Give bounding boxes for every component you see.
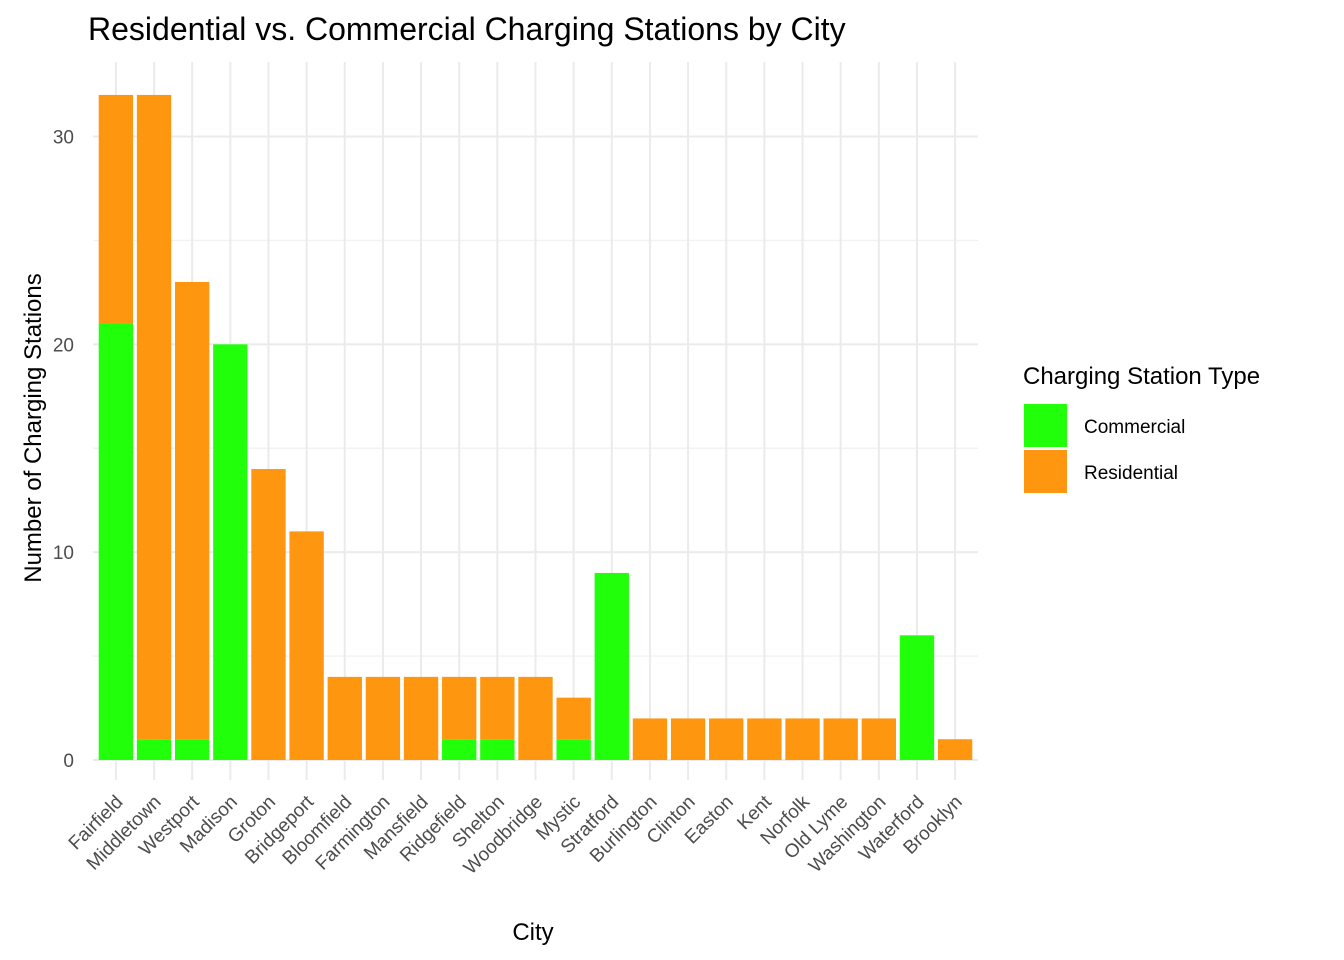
bar-commercial-waterford [899, 635, 935, 760]
bar-residential-bridgeport [289, 531, 324, 760]
bar-commercial-shelton [480, 739, 515, 760]
legend-key-residential [1024, 450, 1067, 493]
bar-residential-norfolk [785, 718, 820, 760]
bar-residential-shelton [480, 676, 515, 740]
chart-legend: Charging Station Type Commercial Resident… [1023, 363, 1260, 493]
x-axis-title: City [512, 919, 553, 946]
bar-residential-mansfield [403, 676, 439, 760]
bar-commercial-ridgefield [442, 739, 477, 760]
bar-commercial-mystic [556, 739, 591, 760]
y-tick-label: 10 [53, 543, 74, 564]
bar-residential-fairfield [98, 94, 134, 324]
bar-residential-woodbridge [518, 676, 553, 760]
bar-residential-washington [861, 718, 896, 760]
bar-residential-middletown [136, 94, 172, 740]
bar-residential-old-lyme [823, 718, 858, 760]
bar-residential-kent [747, 718, 782, 760]
bar-residential-brooklyn [937, 739, 973, 760]
legend-label-commercial: Commercial [1084, 417, 1185, 438]
bar-residential-westport [175, 281, 210, 740]
bar-residential-farmington [365, 676, 401, 760]
chart-bars [98, 94, 973, 760]
bar-commercial-madison [213, 344, 248, 760]
bar-residential-bloomfield [327, 676, 362, 760]
bar-commercial-middletown [136, 739, 172, 760]
bar-residential-burlington [632, 718, 668, 760]
bar-residential-ridgefield [442, 676, 477, 740]
y-axis-title: Number of Charging Stations [20, 273, 47, 583]
legend-key-commercial [1024, 404, 1067, 447]
bar-commercial-westport [175, 739, 210, 760]
bar-residential-mystic [556, 697, 591, 740]
bar-residential-easton [709, 718, 744, 760]
bar-commercial-stratford [594, 572, 629, 760]
y-tick-label: 20 [53, 335, 74, 356]
y-tick-label: 0 [63, 751, 74, 772]
chart-title: Residential vs. Commercial Charging Stat… [88, 11, 846, 47]
bar-commercial-fairfield [98, 323, 134, 760]
bar-residential-groton [251, 469, 286, 760]
legend-label-residential: Residential [1084, 463, 1178, 484]
x-axis-ticks: FairfieldMiddletownWestportMadisonGroton… [65, 791, 967, 879]
y-axis-ticks: 0 10 20 30 [53, 128, 74, 773]
bar-residential-clinton [670, 718, 706, 760]
legend-title: Charging Station Type [1023, 363, 1260, 390]
y-tick-label: 30 [53, 128, 74, 149]
